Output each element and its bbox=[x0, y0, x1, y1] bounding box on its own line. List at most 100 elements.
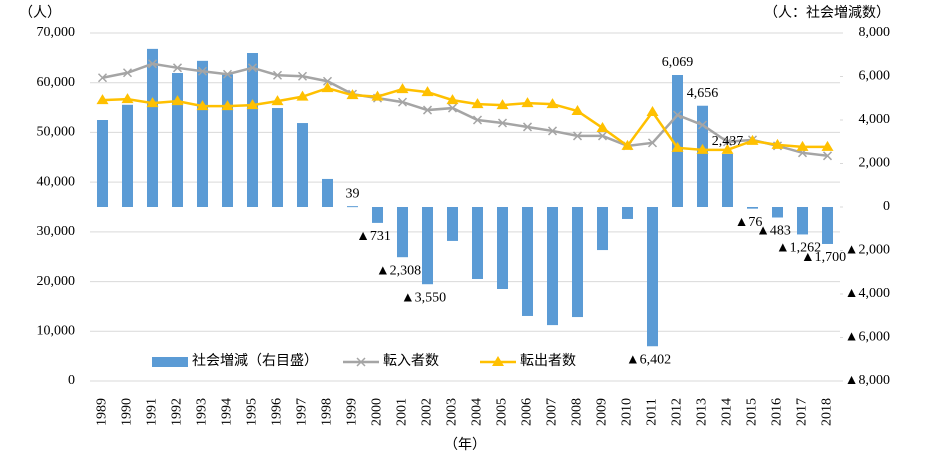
bar bbox=[797, 207, 808, 235]
line-marker bbox=[546, 98, 559, 109]
bar bbox=[372, 207, 383, 223]
data-label: ▲1,700 bbox=[801, 250, 846, 265]
data-label: ▲3,550 bbox=[401, 290, 446, 305]
line-marker bbox=[96, 94, 109, 105]
line-marker bbox=[522, 122, 533, 132]
x-tick-label: 2002 bbox=[420, 398, 435, 426]
line-marker bbox=[422, 105, 433, 115]
x-axis-label: （年） bbox=[444, 437, 486, 453]
x-tick-label: 2010 bbox=[620, 398, 635, 426]
legend-marker bbox=[492, 356, 504, 366]
line-marker bbox=[447, 103, 458, 113]
bar bbox=[97, 120, 108, 207]
y2-tick-label: ▲6,000 bbox=[845, 330, 890, 345]
line-marker bbox=[121, 93, 134, 104]
bar bbox=[597, 207, 608, 251]
line-marker bbox=[472, 115, 483, 125]
x-tick-label: 1998 bbox=[320, 398, 335, 426]
y-tick-label: 70,000 bbox=[37, 25, 76, 40]
x-tick-label: 1995 bbox=[245, 398, 260, 426]
line-marker-stroke bbox=[722, 137, 733, 147]
y2-tick-label: 2,000 bbox=[859, 156, 891, 171]
line-marker bbox=[172, 63, 183, 73]
x-tick-label: 2014 bbox=[720, 398, 735, 426]
legend-marker bbox=[356, 357, 366, 367]
bar bbox=[147, 48, 158, 207]
line-marker-stroke bbox=[447, 103, 458, 113]
data-label: ▲76 bbox=[735, 215, 763, 230]
line-marker-stroke bbox=[122, 68, 133, 78]
line-marker bbox=[547, 126, 558, 136]
line-marker bbox=[147, 59, 158, 69]
x-tick-label: 1993 bbox=[195, 398, 210, 426]
line bbox=[102, 62, 828, 158]
x-tick-label: 1989 bbox=[95, 398, 110, 426]
data-label: 4,656 bbox=[687, 86, 719, 101]
y2-tick-label: 4,000 bbox=[859, 112, 891, 127]
bar bbox=[747, 207, 758, 209]
data-label: ▲1,262 bbox=[776, 241, 821, 256]
line-marker-stroke bbox=[547, 126, 558, 136]
line-marker-stroke bbox=[97, 73, 108, 83]
legend-swatch bbox=[152, 357, 188, 367]
data-label: 2,437 bbox=[712, 134, 744, 149]
x-tick-label: 2008 bbox=[570, 398, 585, 426]
line-marker bbox=[247, 63, 258, 73]
line-marker bbox=[746, 134, 759, 145]
bar bbox=[522, 207, 533, 316]
line-marker-stroke bbox=[597, 131, 608, 141]
line-marker bbox=[521, 97, 534, 108]
bar bbox=[447, 207, 458, 241]
bar bbox=[672, 74, 683, 207]
bar bbox=[247, 53, 258, 208]
line-marker-stroke bbox=[222, 69, 233, 79]
line-marker-stroke bbox=[247, 63, 258, 73]
line-marker bbox=[297, 71, 308, 81]
legend-label: 転入者数 bbox=[383, 353, 439, 369]
line-marker bbox=[621, 139, 634, 150]
line-marker bbox=[396, 83, 409, 94]
line-marker bbox=[196, 100, 209, 111]
line-marker bbox=[497, 118, 508, 128]
line-marker bbox=[321, 82, 334, 93]
line-marker bbox=[296, 90, 309, 101]
x-tick-label: 2006 bbox=[520, 398, 535, 426]
bar bbox=[347, 206, 358, 208]
line-marker bbox=[821, 140, 834, 151]
bar bbox=[822, 207, 833, 244]
line-marker bbox=[246, 99, 259, 110]
y2-tick-label: 6,000 bbox=[859, 69, 891, 84]
bar bbox=[122, 104, 133, 207]
x-tick-label: 1992 bbox=[170, 398, 185, 426]
x-tick-label: 2000 bbox=[370, 398, 385, 426]
bar bbox=[647, 207, 658, 347]
line-marker bbox=[346, 89, 359, 100]
bar bbox=[397, 207, 408, 258]
line-marker-stroke bbox=[397, 97, 408, 107]
line-marker-stroke bbox=[472, 115, 483, 125]
bar bbox=[422, 207, 433, 285]
line-marker bbox=[796, 140, 809, 151]
line-marker bbox=[222, 69, 233, 79]
line-marker bbox=[722, 137, 733, 147]
line-marker bbox=[272, 70, 283, 80]
y2-tick-label: 8,000 bbox=[859, 25, 891, 40]
y-tick-label: 50,000 bbox=[37, 125, 76, 140]
line-marker bbox=[697, 120, 708, 130]
y-tick-label: 20,000 bbox=[37, 274, 76, 289]
line-marker bbox=[271, 95, 284, 106]
bar bbox=[197, 60, 208, 208]
x-tick-label: 2015 bbox=[745, 398, 760, 426]
line-marker-stroke bbox=[522, 122, 533, 132]
y2-axis-unit: （人：社会増減数） bbox=[764, 4, 890, 21]
line-marker-stroke bbox=[322, 76, 333, 86]
line-marker bbox=[572, 131, 583, 141]
x-tick-label: 2009 bbox=[595, 398, 610, 426]
x-tick-label: 2016 bbox=[770, 398, 785, 426]
line-marker bbox=[646, 106, 659, 117]
line-marker bbox=[371, 90, 384, 101]
line-marker bbox=[221, 100, 234, 111]
data-label: ▲6,402 bbox=[626, 352, 671, 367]
line-marker-stroke bbox=[647, 138, 658, 148]
